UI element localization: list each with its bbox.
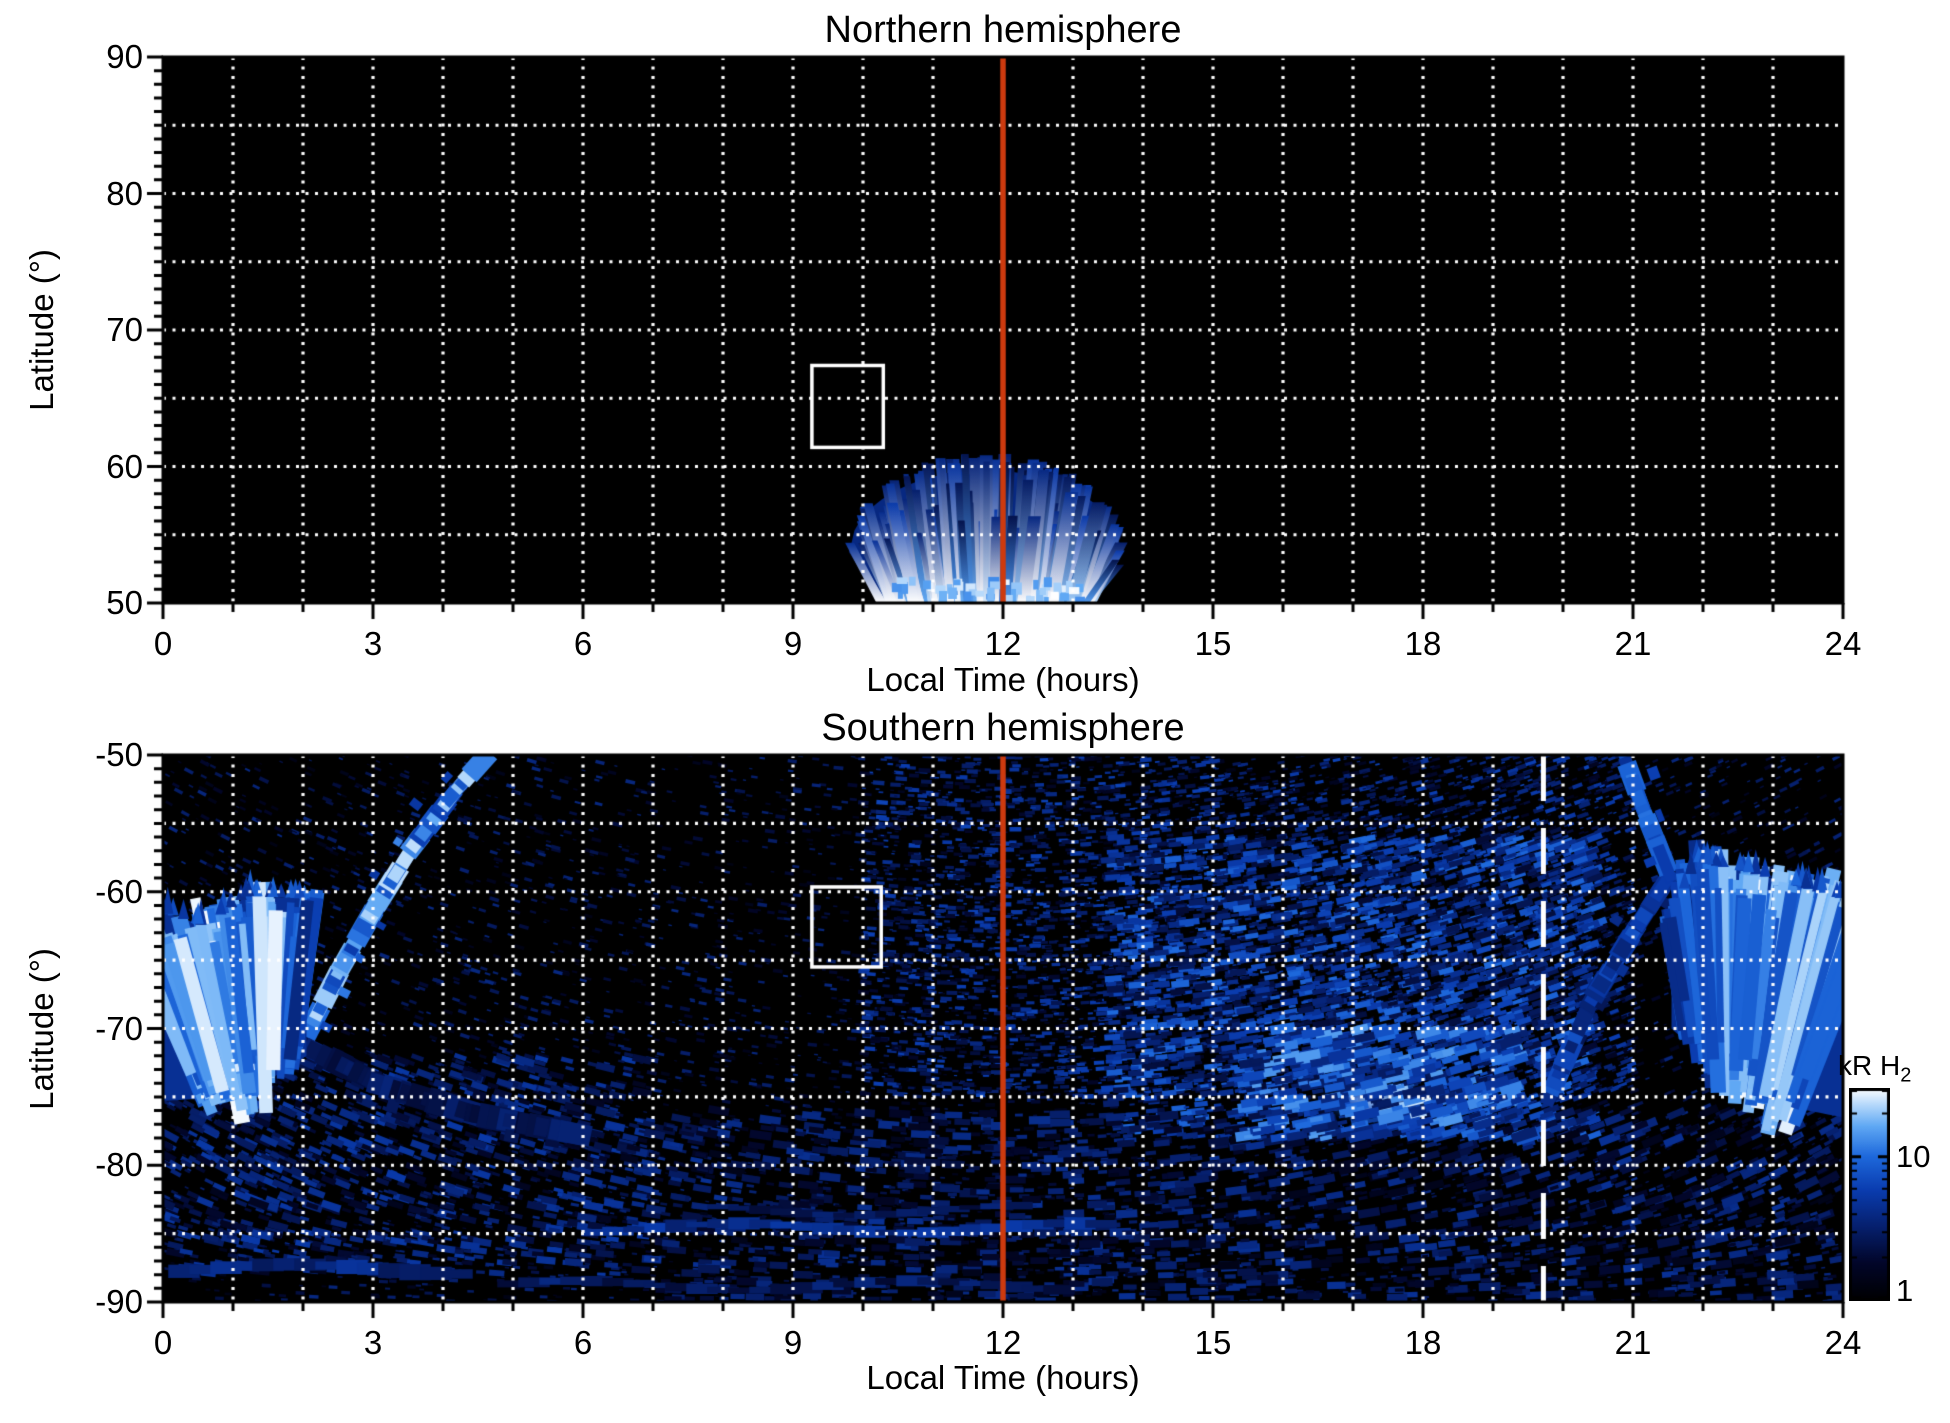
colorbar-canvas bbox=[1849, 1088, 1890, 1301]
y-tick-label: -50 bbox=[95, 736, 143, 773]
north-panel-canvas bbox=[127, 53, 1847, 637]
x-tick-label: 0 bbox=[153, 1324, 173, 1361]
colorbar-tick-label: 10 bbox=[1896, 1138, 1931, 1174]
x-tick-label: 9 bbox=[783, 625, 803, 662]
x-tick-label: 6 bbox=[573, 625, 593, 662]
south-panel-canvas bbox=[127, 751, 1847, 1336]
x-tick-label: 15 bbox=[1194, 625, 1232, 662]
x-tick-label: 6 bbox=[573, 1324, 593, 1361]
x-tick-label: 3 bbox=[363, 625, 383, 662]
y-tick-label: 80 bbox=[106, 174, 143, 212]
y-tick-label: 60 bbox=[106, 447, 143, 485]
y-tick-label: 50 bbox=[106, 584, 143, 621]
colorbar-title: kR H2 bbox=[1838, 1050, 1912, 1087]
north-panel-title: Northern hemisphere bbox=[824, 9, 1182, 51]
y-tick-label: -80 bbox=[95, 1146, 143, 1184]
y-tick-label: -70 bbox=[95, 1009, 143, 1047]
y-tick-label: -90 bbox=[95, 1283, 143, 1320]
x-tick-label: 18 bbox=[1404, 625, 1442, 662]
y-tick-label: 70 bbox=[106, 311, 143, 348]
x-tick-label: 24 bbox=[1824, 1324, 1862, 1361]
y-tick-label: -60 bbox=[95, 872, 143, 910]
north-y-axis-title: Latitude (°) bbox=[23, 249, 60, 411]
south-panel-title: Southern hemisphere bbox=[821, 707, 1185, 749]
x-tick-label: 12 bbox=[984, 625, 1022, 662]
x-tick-label: 24 bbox=[1824, 625, 1862, 662]
x-tick-label: 12 bbox=[984, 1324, 1022, 1361]
y-tick-label: 90 bbox=[106, 38, 143, 75]
x-tick-label: 18 bbox=[1404, 1324, 1442, 1361]
x-tick-label: 3 bbox=[363, 1324, 383, 1361]
south-x-axis-title: Local Time (hours) bbox=[866, 1359, 1140, 1396]
colorbar-tick-label: 1 bbox=[1896, 1273, 1914, 1308]
south-y-axis-title: Latitude (°) bbox=[23, 948, 60, 1110]
x-tick-label: 21 bbox=[1614, 625, 1652, 662]
x-tick-label: 0 bbox=[153, 625, 173, 662]
x-tick-label: 15 bbox=[1194, 1324, 1232, 1361]
north-x-axis-title: Local Time (hours) bbox=[866, 661, 1140, 698]
x-tick-label: 9 bbox=[783, 1324, 803, 1361]
x-tick-label: 21 bbox=[1614, 1324, 1652, 1361]
